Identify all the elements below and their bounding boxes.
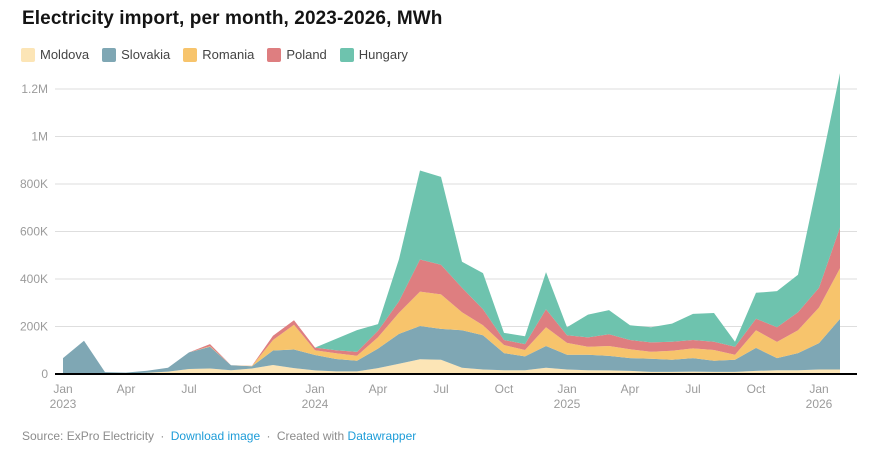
legend-label: Moldova [40,47,90,62]
source-name: ExPro Electricity [66,429,155,443]
x-axis-label: Jan [305,382,324,396]
x-axis-label: Jul [181,382,196,396]
y-axis-label: 400K [20,272,48,286]
area-romania [63,268,840,373]
datawrapper-link[interactable]: Datawrapper [347,429,417,443]
x-axis-label: Jan [53,382,72,396]
area-hungary [63,73,840,373]
x-axis-label: Apr [117,382,136,396]
legend-swatch [21,47,35,62]
legend-swatch [267,47,282,62]
y-axis-label: 1M [31,130,48,144]
download-image-link[interactable]: Download image [170,429,261,443]
legend-item-slovakia: Slovakia [102,47,170,62]
separator-dot: · [160,429,165,443]
x-axis-label: Oct [243,382,262,396]
x-axis-label: Oct [747,382,766,396]
legend-item-hungary: Hungary [339,47,408,62]
x-axis-year-label: 2024 [302,397,329,411]
y-axis-label: 0 [41,367,48,381]
legend-swatch [183,47,198,62]
legend-swatch [102,47,117,62]
legend-item-moldova: Moldova [21,47,89,62]
x-axis-year-label: 2023 [50,397,77,411]
page-title: Electricity import, per month, 2023-2026… [22,8,443,29]
x-axis-year-label: 2025 [554,397,581,411]
x-axis-label: Jul [685,382,700,396]
legend-label: Romania [202,47,255,62]
x-axis-label: Apr [621,382,640,396]
source-prefix: Source: [22,429,64,443]
y-axis-label: 600K [20,225,48,239]
x-axis-label: Jan [557,382,576,396]
y-axis-label: 800K [20,177,48,191]
x-axis-label: Oct [495,382,514,396]
legend-label: Poland [286,47,327,62]
area-slovakia [63,318,840,374]
legend-swatch [339,47,354,62]
x-axis-year-label: 2026 [806,397,833,411]
created-with-label: Created with [276,429,345,443]
x-axis-label: Jan [809,382,828,396]
legend-item-romania: Romania [183,47,254,62]
area-poland [63,227,840,373]
legend: Moldova Slovakia Romania Poland Hungary [21,47,408,62]
separator-dot: · [266,429,271,443]
legend-label: Hungary [358,47,408,62]
legend-item-poland: Poland [267,47,327,62]
legend-label: Slovakia [121,47,171,62]
y-axis-label: 1.2M [21,82,48,96]
chart-footer: Source: ExPro Electricity · Download ima… [22,429,416,443]
x-axis-label: Jul [433,382,448,396]
area-moldova [63,359,840,374]
x-axis-label: Apr [369,382,388,396]
y-axis-label: 200K [20,320,48,334]
